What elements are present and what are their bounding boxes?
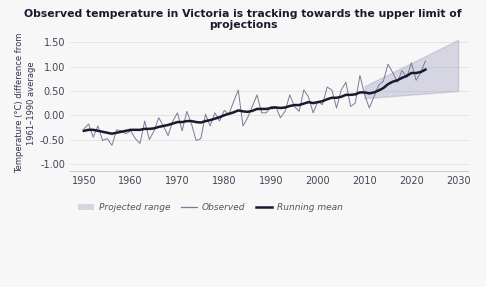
Legend: Projected range, Observed, Running mean: Projected range, Observed, Running mean — [74, 199, 347, 216]
Text: Observed temperature in Victoria is tracking towards the upper limit of projecti: Observed temperature in Victoria is trac… — [24, 9, 462, 30]
Y-axis label: Temperature (°C) difference from
1961–1990 average: Temperature (°C) difference from 1961–19… — [15, 33, 36, 173]
